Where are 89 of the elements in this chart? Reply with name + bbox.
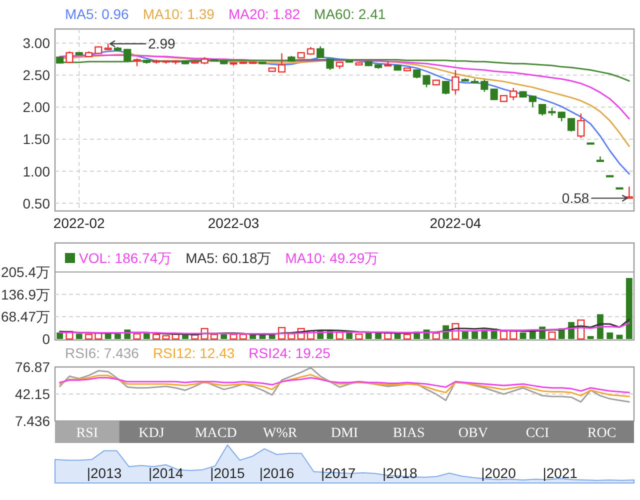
- x-tick-label: |2014: [148, 465, 184, 481]
- bar: [472, 331, 478, 339]
- bar: [220, 334, 228, 339]
- text: DMI: [330, 426, 358, 441]
- y-tick-label: 1.50: [22, 131, 50, 148]
- bar: [587, 336, 594, 339]
- bar: [76, 334, 82, 339]
- bar: [143, 332, 150, 339]
- candlestick: [510, 87, 518, 101]
- x-tick-label: |2013: [86, 465, 122, 481]
- line-series: [59, 54, 630, 120]
- y-tick-label: 0: [42, 331, 50, 347]
- series-label: RSI6: 7.436: [65, 345, 140, 361]
- candlestick: [596, 156, 604, 162]
- y-tick-label: 3.00: [22, 35, 50, 52]
- candlestick: [577, 112, 585, 139]
- bar: [162, 335, 170, 340]
- candlestick: [558, 111, 566, 122]
- bar: [152, 334, 160, 340]
- candlestick: [528, 95, 536, 108]
- bar: [84, 334, 93, 340]
- y-tick-label: 76.87: [14, 359, 50, 375]
- bar: [626, 278, 632, 339]
- series-label: RSI12: 12.43: [152, 345, 235, 361]
- x-tick-label: |2015: [210, 465, 246, 481]
- bar: [548, 332, 556, 340]
- text: MA20: 1.82: [228, 6, 300, 22]
- bar: [462, 332, 468, 339]
- y-tick-label: 205.4万: [0, 264, 50, 280]
- x-tick-label: |2017: [320, 465, 356, 481]
- line-series: [59, 374, 630, 398]
- candlestick: [316, 46, 324, 58]
- x-tick-label: 2022-04: [430, 215, 482, 231]
- bar: [375, 332, 382, 339]
- bar: [250, 334, 256, 339]
- bar: [114, 334, 121, 339]
- bar: [500, 330, 508, 340]
- y-tick-label: 136.9万: [0, 286, 50, 302]
- text: ROC: [587, 426, 616, 441]
- bar: [355, 334, 363, 340]
- bar: [520, 332, 526, 339]
- text: MA5: 60.18万: [186, 250, 272, 266]
- x-tick-label: |2020: [481, 465, 516, 481]
- candlestick: [124, 48, 132, 62]
- line-series: [59, 377, 630, 394]
- text: W%R: [263, 426, 298, 441]
- candlestick: [480, 79, 488, 92]
- text: KDJ: [138, 426, 165, 441]
- text: CCI: [526, 426, 550, 441]
- legend-label: VOL: 186.74万: [79, 250, 172, 266]
- bar: [210, 334, 218, 340]
- y-tick-label: 42.15: [14, 386, 50, 402]
- text: MA10: 1.39: [142, 6, 215, 22]
- bar: [606, 332, 614, 339]
- bar: [56, 332, 64, 339]
- line-series: [59, 322, 630, 335]
- text: 2.99: [148, 36, 176, 52]
- text: MACD: [194, 426, 237, 441]
- text: RSI: [76, 426, 98, 441]
- candlestick: [442, 80, 450, 95]
- text: MA10: 49.29万: [285, 250, 379, 266]
- text: MA5: 0.96: [65, 6, 130, 22]
- series-label: RSI24: 19.25: [248, 345, 331, 361]
- x-tick-label: |2016: [259, 465, 294, 481]
- candlestick: [66, 50, 74, 64]
- bar: [403, 334, 412, 340]
- bar: [230, 334, 238, 340]
- text: MA60: 2.41: [314, 6, 386, 22]
- y-tick-label: 2.00: [22, 99, 50, 116]
- y-tick-label: 0.50: [22, 195, 50, 212]
- candlestick: [452, 69, 460, 95]
- y-tick-label: 68.47万: [0, 308, 50, 325]
- x-tick-label: |2021: [542, 465, 578, 481]
- bar: [432, 332, 440, 340]
- candlestick: [567, 117, 576, 132]
- bar: [365, 332, 372, 339]
- y-tick-label: 7.436: [14, 413, 50, 429]
- bar: [510, 330, 518, 340]
- x-tick-label: 2022-03: [208, 215, 260, 231]
- text: 0.58: [562, 190, 590, 206]
- text: BIAS: [392, 426, 425, 441]
- y-tick-label: 1.00: [22, 163, 50, 180]
- x-tick-label: 2022-02: [53, 215, 106, 231]
- y-tick-label: 2.50: [22, 67, 50, 84]
- text: OBV: [458, 426, 488, 441]
- bar: [133, 333, 141, 340]
- bar: [182, 334, 188, 339]
- candlestick: [278, 52, 286, 74]
- candlestick: [422, 74, 430, 88]
